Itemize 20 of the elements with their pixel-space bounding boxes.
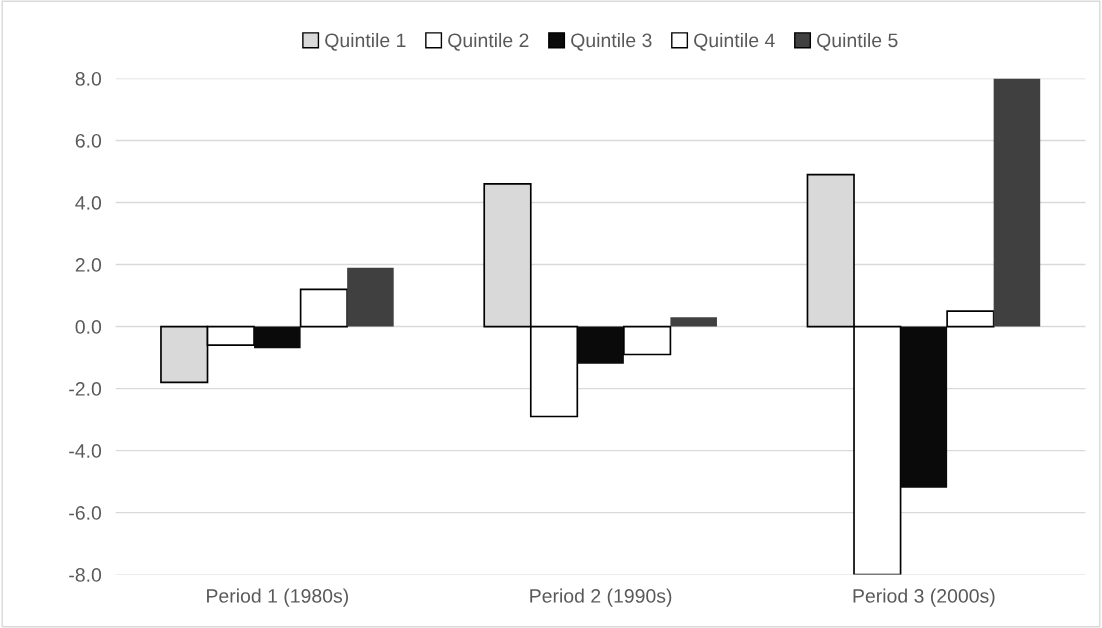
legend-label: Quintile 2 bbox=[448, 32, 529, 51]
bar bbox=[993, 78, 1041, 327]
y-tick-label: 8.0 bbox=[75, 71, 102, 86]
legend-label: Quintile 4 bbox=[694, 32, 775, 51]
y-tick-label: -2.0 bbox=[69, 382, 102, 396]
x-tick-label: Period 1 (1980s) bbox=[207, 588, 349, 607]
y-tick-label: 6.0 bbox=[75, 133, 102, 148]
y-tick-label: -6.0 bbox=[69, 506, 102, 520]
y-tick-label: -8.0 bbox=[69, 568, 102, 582]
y-tick-label: 0.0 bbox=[75, 320, 102, 334]
legend-label: Quintile 3 bbox=[571, 32, 652, 51]
y-tick-label: -4.0 bbox=[69, 444, 102, 458]
y-tick-label: 4.0 bbox=[75, 196, 102, 210]
x-tick-label: Period 2 (1990s) bbox=[530, 588, 672, 607]
y-tick-label: 2.0 bbox=[75, 258, 102, 272]
legend-label: Quintile 1 bbox=[325, 32, 406, 51]
bar bbox=[670, 317, 717, 327]
x-tick-label: Period 3 (2000s) bbox=[853, 588, 995, 607]
bar bbox=[347, 267, 394, 327]
legend-label: Quintile 5 bbox=[817, 32, 898, 51]
